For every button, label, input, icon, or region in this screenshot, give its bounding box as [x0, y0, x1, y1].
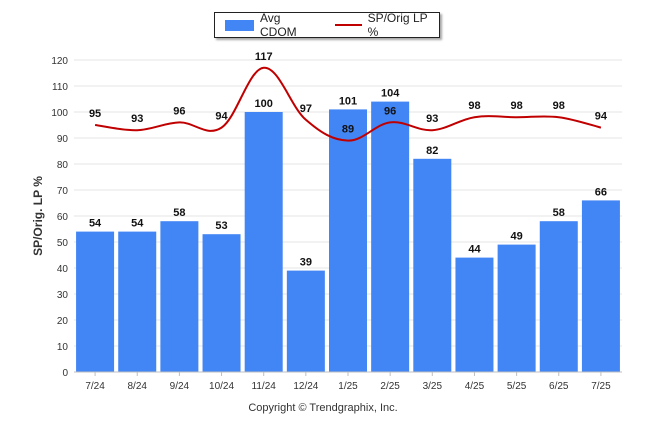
x-tick-label: 12/24 — [293, 381, 318, 392]
data-labels: 54 54 58 53 100 39 101 104 82 44 49 58 66 95 93 96 94 117… — [89, 51, 608, 269]
bar — [244, 112, 283, 372]
y-tick-label: 20 — [57, 316, 69, 327]
y-tick-label: 90 — [57, 134, 69, 145]
bar — [371, 101, 410, 372]
legend-item-bars: Avg CDOM — [225, 11, 319, 39]
bar-value-label: 82 — [426, 145, 438, 157]
y-tick-label: 100 — [51, 108, 68, 119]
y-tick-label: 110 — [52, 82, 68, 93]
line-series — [94, 66, 602, 142]
line-path — [94, 66, 602, 142]
x-tick-label: 7/25 — [591, 381, 611, 392]
legend-item-line: SP/Orig LP % — [334, 11, 440, 39]
line-value-label: 97 — [300, 103, 312, 115]
legend-label-bars: Avg CDOM — [260, 11, 297, 39]
x-tick-label: 11/24 — [252, 381, 277, 392]
bar-value-label: 53 — [215, 220, 227, 232]
y-tick-label: 40 — [57, 264, 69, 275]
bar — [539, 221, 578, 372]
bar-value-label: 58 — [173, 207, 185, 219]
bar-value-label: 49 — [510, 231, 522, 243]
bar-value-label: 58 — [553, 207, 565, 219]
bar — [581, 200, 620, 372]
x-tick-label: 6/25 — [549, 381, 569, 392]
y-tick-label: 80 — [57, 160, 69, 171]
y-tick-label: 10 — [57, 342, 69, 353]
legend-bar-swatch — [225, 19, 255, 31]
x-tick-label: 2/25 — [380, 381, 400, 392]
bar — [160, 221, 199, 372]
axes: 0 10 20 30 40 50 60 70 80 90 100 110 120 7/24 8/24 9/24… — [31, 56, 622, 392]
line-value-label: 93 — [426, 113, 438, 125]
y-tick-label: 30 — [57, 290, 69, 301]
line-value-label: 96 — [173, 105, 185, 117]
x-tick-label: 10/24 — [209, 381, 234, 392]
bar-value-label: 54 — [89, 218, 102, 230]
line-value-label: 98 — [553, 100, 565, 112]
legend-label-line: SP/Orig LP % — [367, 11, 428, 39]
bar — [202, 234, 241, 372]
bar-value-label: 66 — [595, 186, 607, 198]
y-tick-label: 0 — [62, 368, 68, 379]
line-value-label: 89 — [342, 124, 354, 136]
line-value-label: 96 — [384, 105, 396, 117]
bar-value-label: 54 — [131, 218, 144, 230]
line-value-label: 98 — [510, 100, 522, 112]
x-tick-label: 9/24 — [170, 381, 190, 392]
y-tick-label: 120 — [51, 56, 68, 67]
x-tick-label: 7/24 — [85, 381, 105, 392]
y-tick-label: 60 — [57, 212, 69, 223]
legend: Avg CDOM SP/Orig LP % — [214, 11, 440, 39]
line-value-label: 98 — [468, 100, 480, 112]
x-tick-label: 5/25 — [507, 381, 527, 392]
x-tick-label: 8/24 — [127, 381, 147, 392]
bar-value-label: 100 — [255, 98, 273, 110]
y-tick-label: 50 — [57, 238, 69, 249]
y-tick-label: 70 — [57, 186, 69, 197]
line-value-label: 117 — [255, 51, 273, 63]
bar — [497, 244, 536, 372]
x-tick-label: 1/25 — [338, 381, 358, 392]
line-value-label: 95 — [89, 108, 101, 120]
x-tick-label: 4/25 — [465, 381, 485, 392]
line-value-label: 94 — [215, 111, 228, 123]
bar-value-label: 44 — [468, 244, 481, 256]
x-tick-label: 3/25 — [423, 381, 443, 392]
bar — [118, 231, 157, 372]
bar — [286, 270, 325, 372]
bar — [455, 257, 494, 372]
bar-value-label: 104 — [381, 88, 400, 100]
bar-series — [76, 101, 620, 373]
copyright-text: Copyright © Trendgraphix, Inc. — [248, 402, 398, 414]
bar — [76, 231, 115, 372]
y-axis-title: SP/Orig. LP % — [31, 176, 45, 256]
line-value-label: 94 — [595, 111, 608, 123]
bar-value-label: 39 — [300, 257, 312, 269]
line-value-label: 93 — [131, 113, 143, 125]
bar — [329, 109, 367, 373]
bar-value-label: 101 — [339, 95, 357, 107]
legend-line-swatch — [334, 24, 362, 26]
bar — [413, 158, 452, 372]
